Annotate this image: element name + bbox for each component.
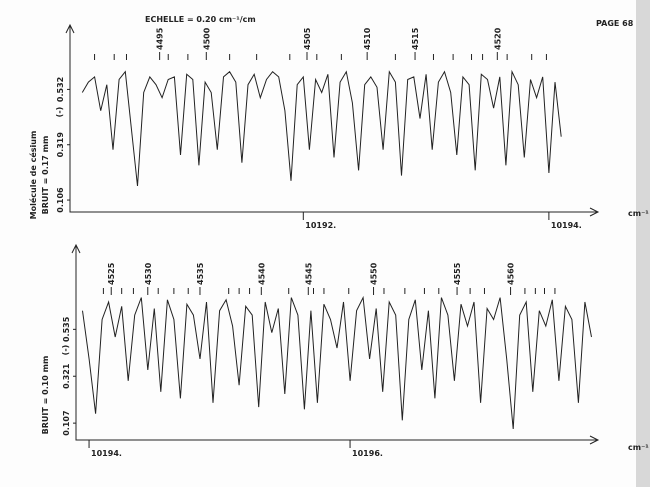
x-arrow	[589, 207, 600, 217]
line-label: 4555	[453, 262, 462, 285]
y-tick-label: 0.107	[62, 410, 71, 435]
y-tick-label: 0.535	[62, 316, 71, 342]
y-label: (-)	[55, 107, 64, 118]
line-label: 4500	[202, 27, 211, 50]
x-tick-label: 10194.	[91, 449, 122, 458]
line-label: 4550	[370, 262, 379, 285]
page-number: PAGE 68	[596, 19, 634, 28]
y-tick-label: 0.106	[56, 187, 65, 213]
line-label: 4530	[144, 262, 153, 285]
line-label: 4540	[257, 262, 266, 285]
y-tick-label: 0.321	[62, 363, 71, 389]
axes	[69, 25, 598, 213]
line-label: 4525	[107, 262, 116, 285]
y-arrow	[65, 23, 75, 34]
line-label: 4510	[363, 27, 372, 50]
noise-label: BRUIT = 0.17 mm	[41, 136, 50, 215]
line-label: 4495	[156, 27, 165, 50]
x-unit: cm⁻¹	[628, 443, 649, 452]
scale-label: ECHELLE = 0.20 cm⁻¹/cm	[145, 15, 256, 24]
x-tick-label: 10194.	[551, 221, 582, 230]
line-label: 4560	[507, 262, 516, 285]
line-label: 4535	[196, 262, 205, 285]
line-label: 4505	[303, 27, 312, 50]
spectrum-line	[81, 69, 562, 187]
x-tick-label: 10192.	[305, 221, 336, 230]
y-tick-label: 0.532	[56, 77, 65, 102]
y-label: (-)	[61, 345, 70, 356]
noise-label: BRUIT = 0.10 mm	[41, 356, 50, 435]
axes	[75, 245, 598, 441]
x-unit: cm⁻¹	[628, 209, 649, 218]
y-tick-label: 0.319	[56, 132, 65, 158]
x-arrow	[589, 435, 600, 445]
page-edge	[636, 0, 650, 487]
line-label: 4545	[304, 262, 313, 285]
spectrum-line	[82, 295, 592, 430]
y-arrow	[71, 243, 81, 254]
line-label: 4520	[493, 27, 502, 50]
molecule-label: Molécule de césium	[28, 131, 38, 220]
x-tick-label: 10196.	[352, 449, 383, 458]
line-label: 4515	[411, 27, 420, 50]
